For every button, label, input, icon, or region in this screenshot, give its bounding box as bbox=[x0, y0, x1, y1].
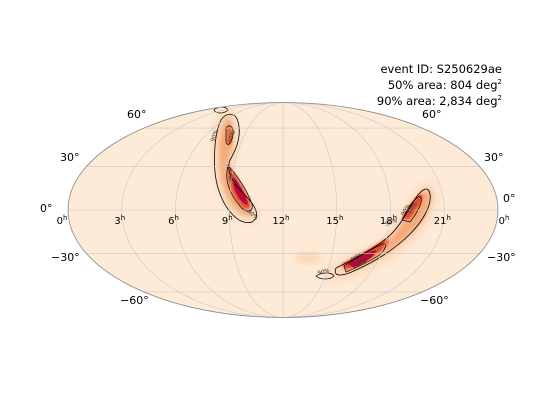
graticule bbox=[68, 102, 498, 318]
ra-label: 9h bbox=[222, 214, 233, 227]
probability-density bbox=[213, 106, 435, 280]
area-50-label: 50% area: 804 deg2 bbox=[387, 78, 502, 92]
area-90-label: 90% area: 2,834 deg2 bbox=[376, 94, 502, 108]
contour-label: 90% bbox=[210, 129, 220, 143]
contour-label: 50% bbox=[407, 202, 419, 215]
dec-label-right-0: 0° bbox=[503, 192, 516, 205]
map-boundary bbox=[67, 102, 499, 318]
density-halo-small bbox=[294, 252, 322, 264]
ra-label: 0h bbox=[499, 214, 510, 227]
dec-label-left-m60: −60° bbox=[120, 294, 149, 307]
contour-label: 50% bbox=[385, 218, 399, 228]
ra-label: 0h bbox=[57, 214, 68, 227]
dec-label-left-0: 0° bbox=[40, 202, 53, 215]
contour-label: 50% bbox=[227, 130, 237, 144]
contour-label: 90% bbox=[350, 252, 364, 263]
density-arc-north bbox=[214, 108, 259, 223]
contour-label: 90% bbox=[317, 268, 330, 277]
dec-label-left-60: 60° bbox=[127, 108, 147, 121]
ra-label: 3h bbox=[114, 214, 125, 227]
contour-label: 90% bbox=[401, 203, 412, 217]
dec-label-right-60: 60° bbox=[422, 108, 442, 121]
dec-label-right-m60: −60° bbox=[420, 294, 449, 307]
dec-label-left-m30: −30° bbox=[51, 251, 80, 264]
contour-label: 50% bbox=[354, 258, 368, 269]
event-id-label: event ID: S250629ae bbox=[380, 62, 502, 76]
dec-label-right-30: 30° bbox=[484, 151, 504, 164]
dec-label-right-m30: −30° bbox=[487, 251, 516, 264]
dec-label-left-30: 30° bbox=[60, 151, 80, 164]
contour-labels: 90% 50% 50% 90% 90% 50% 90% 50% 90% 50% bbox=[210, 129, 418, 277]
ra-label: 6h bbox=[168, 214, 179, 227]
contour-label: 50% bbox=[226, 174, 237, 188]
